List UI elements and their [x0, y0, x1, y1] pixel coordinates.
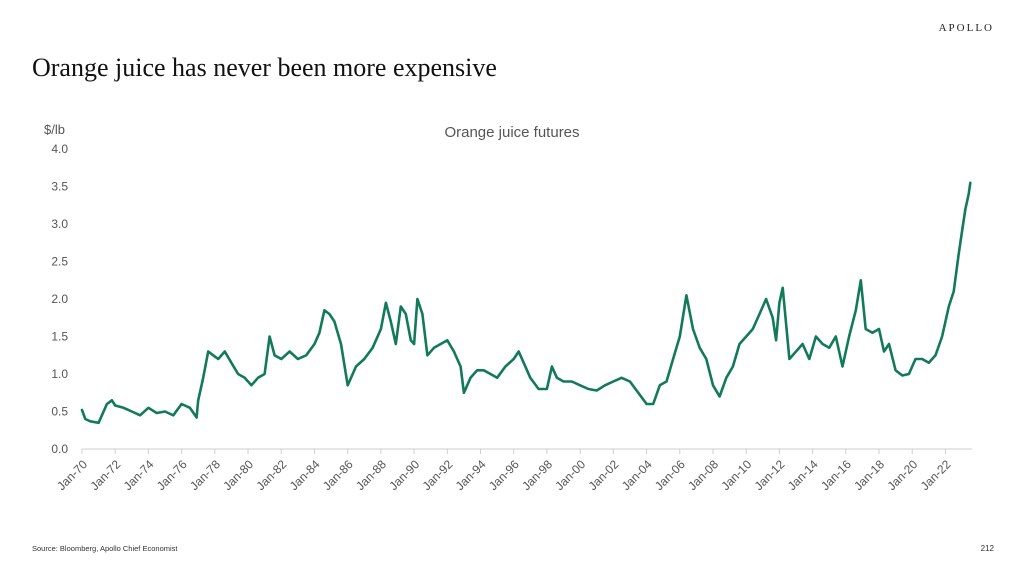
x-tick-label: Jan-04	[619, 457, 655, 493]
y-tick-label: 3.5	[51, 180, 68, 194]
x-axis-ticks: Jan-70Jan-72Jan-74Jan-76Jan-78Jan-80Jan-…	[54, 449, 954, 493]
x-tick-label: Jan-74	[121, 457, 157, 493]
series-group	[80, 181, 972, 425]
y-tick-label: 2.0	[51, 292, 68, 306]
x-tick-label: Jan-72	[87, 457, 123, 493]
brand-logo: APOLLO	[938, 22, 994, 34]
x-tick-label: Jan-06	[652, 457, 688, 493]
source-note: Source: Bloomberg, Apollo Chief Economis…	[32, 544, 178, 553]
x-tick-label: Jan-94	[453, 457, 489, 493]
series-line	[80, 181, 972, 425]
y-tick-label: 2.5	[51, 255, 68, 269]
x-tick-label: Jan-96	[486, 457, 522, 493]
y-tick-label: 1.5	[51, 330, 68, 344]
y-axis-unit-label: $/lb	[44, 122, 65, 137]
x-tick-label: Jan-78	[187, 457, 223, 493]
x-tick-label: Jan-22	[918, 457, 954, 493]
y-tick-label: 3.0	[51, 217, 68, 231]
x-tick-label: Jan-20	[884, 457, 920, 493]
x-tick-label: Jan-98	[519, 457, 555, 493]
page-title: Orange juice has never been more expensi…	[32, 53, 497, 83]
x-tick-label: Jan-88	[353, 457, 389, 493]
x-tick-label: Jan-76	[154, 457, 190, 493]
x-tick-label: Jan-70	[54, 457, 90, 493]
x-tick-label: Jan-08	[685, 457, 721, 493]
y-axis-ticks: 0.0 0.5 1.0 1.5 2.0 2.5 3.0 3.5 4.0	[51, 142, 68, 456]
x-tick-label: Jan-86	[320, 457, 356, 493]
x-tick-label: Jan-00	[552, 457, 588, 493]
x-tick-label: Jan-92	[420, 457, 456, 493]
x-tick-label: Jan-90	[386, 457, 422, 493]
x-tick-label: Jan-82	[254, 457, 290, 493]
x-tick-label: Jan-02	[586, 457, 622, 493]
y-tick-label: 0.0	[51, 442, 68, 456]
page-number: 212	[980, 544, 994, 553]
x-tick-label: Jan-16	[818, 457, 854, 493]
x-tick-label: Jan-84	[287, 457, 323, 493]
y-tick-label: 4.0	[51, 142, 68, 156]
chart-title: Orange juice futures	[444, 124, 579, 141]
y-tick-label: 0.5	[51, 405, 68, 419]
x-tick-label: Jan-18	[851, 457, 887, 493]
x-tick-label: Jan-14	[785, 457, 821, 493]
y-tick-label: 1.0	[51, 367, 68, 381]
x-tick-label: Jan-10	[718, 457, 754, 493]
x-tick-label: Jan-80	[220, 457, 256, 493]
x-tick-label: Jan-12	[752, 457, 788, 493]
